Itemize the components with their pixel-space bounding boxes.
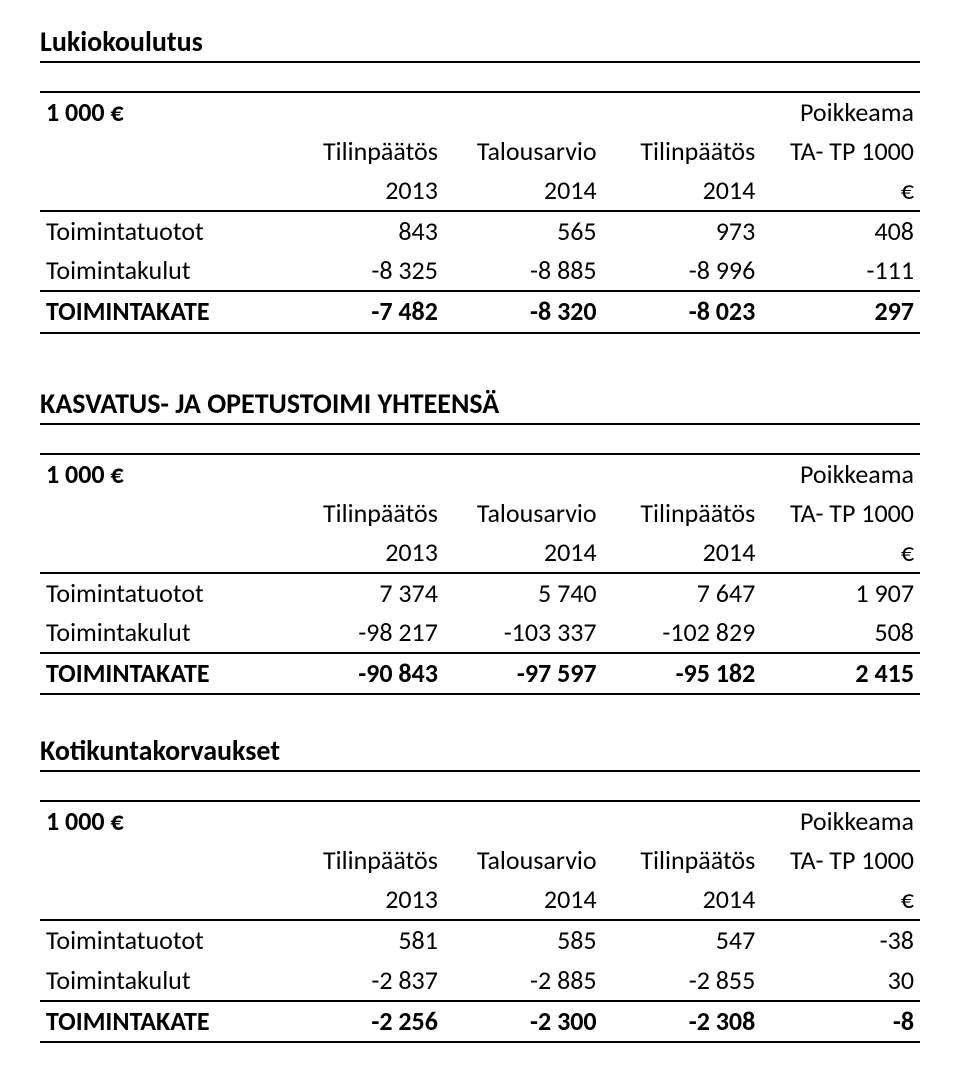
table-header-cell: 2014 [603, 533, 762, 573]
table-total-label: TOIMINTAKATE [40, 1001, 285, 1042]
table-header-cell: Tilinpäätös [603, 132, 762, 171]
table-header-cell: € [761, 533, 920, 573]
table-header-cell [285, 92, 444, 132]
table-header-cell: 1 000 € [40, 92, 285, 132]
table-cell: 5 740 [444, 573, 603, 613]
table-header-cell [603, 92, 762, 132]
table-header-cell [40, 132, 285, 171]
section-title: Lukiokoulutus [40, 24, 920, 63]
table-row-label: Toimintakulut [40, 961, 285, 1001]
table-total-cell: 297 [761, 291, 920, 332]
table-header-cell: 2013 [285, 171, 444, 211]
table-header-cell: Tilinpäätös [603, 841, 762, 880]
table-header-cell: Poikkeama [761, 454, 920, 494]
table-header-cell: € [761, 171, 920, 211]
table-header-cell: TA- TP 1000 [761, 841, 920, 880]
section-title: Kotikuntakorvaukset [40, 733, 920, 772]
table-total-cell: 2 415 [761, 653, 920, 694]
table-header-cell: 2013 [285, 880, 444, 920]
table-header-cell [40, 171, 285, 211]
table-header-cell: Tilinpäätös [285, 494, 444, 533]
table-cell: 547 [603, 920, 762, 960]
table-header-cell [40, 494, 285, 533]
table-total-cell: -8 320 [444, 291, 603, 332]
table-row-label: Toimintakulut [40, 613, 285, 653]
table-total-cell: -2 308 [603, 1001, 762, 1042]
table-cell: -103 337 [444, 613, 603, 653]
table-header-cell: 1 000 € [40, 801, 285, 841]
table-header-cell [285, 454, 444, 494]
table-row-label: Toimintakulut [40, 251, 285, 291]
table-header-cell: Poikkeama [761, 92, 920, 132]
section-title: KASVATUS- JA OPETUSTOIMI YHTEENSÄ [40, 386, 920, 425]
table-header-cell [444, 92, 603, 132]
table-cell: 408 [761, 211, 920, 251]
table-cell: -2 837 [285, 961, 444, 1001]
table-total-cell: -97 597 [444, 653, 603, 694]
table-cell: 7 374 [285, 573, 444, 613]
table-cell: 7 647 [603, 573, 762, 613]
table-header-cell: 2014 [444, 533, 603, 573]
financial-table: 1 000 €PoikkeamaTilinpäätösTalousarvioTi… [40, 91, 920, 334]
table-header-cell [40, 533, 285, 573]
table-header-cell: TA- TP 1000 [761, 494, 920, 533]
table-cell: -111 [761, 251, 920, 291]
table-total-cell: -2 256 [285, 1001, 444, 1042]
table-header-cell: 2013 [285, 533, 444, 573]
table-row-label: Toimintatuotot [40, 573, 285, 613]
table-total-cell: -7 482 [285, 291, 444, 332]
table-cell: 508 [761, 613, 920, 653]
table-cell: 843 [285, 211, 444, 251]
table-total-cell: -8 023 [603, 291, 762, 332]
table-cell: -8 996 [603, 251, 762, 291]
document-root: Lukiokoulutus1 000 €PoikkeamaTilinpäätös… [40, 24, 920, 1043]
table-header-cell: Talousarvio [444, 841, 603, 880]
table-total-cell: -95 182 [603, 653, 762, 694]
table-header-cell [444, 801, 603, 841]
table-header-cell [40, 880, 285, 920]
table-cell: -2 855 [603, 961, 762, 1001]
table-header-cell: TA- TP 1000 [761, 132, 920, 171]
table-total-cell: -8 [761, 1001, 920, 1042]
table-cell: -2 885 [444, 961, 603, 1001]
table-cell: 585 [444, 920, 603, 960]
table-row-label: Toimintatuotot [40, 211, 285, 251]
table-cell: -102 829 [603, 613, 762, 653]
table-header-cell: Talousarvio [444, 132, 603, 171]
table-header-cell: Poikkeama [761, 801, 920, 841]
table-header-cell: 1 000 € [40, 454, 285, 494]
table-total-cell: -90 843 [285, 653, 444, 694]
table-header-cell: € [761, 880, 920, 920]
table-header-cell: Tilinpäätös [603, 494, 762, 533]
table-cell: -38 [761, 920, 920, 960]
table-row-label: Toimintatuotot [40, 920, 285, 960]
table-total-label: TOIMINTAKATE [40, 653, 285, 694]
table-cell: -8 885 [444, 251, 603, 291]
table-header-cell: 2014 [603, 171, 762, 211]
table-total-label: TOIMINTAKATE [40, 291, 285, 332]
table-header-cell: 2014 [444, 171, 603, 211]
table-total-cell: -2 300 [444, 1001, 603, 1042]
table-cell: -8 325 [285, 251, 444, 291]
table-header-cell [285, 801, 444, 841]
table-header-cell [444, 454, 603, 494]
financial-table: 1 000 €PoikkeamaTilinpäätösTalousarvioTi… [40, 800, 920, 1043]
financial-table: 1 000 €PoikkeamaTilinpäätösTalousarvioTi… [40, 453, 920, 696]
table-cell: 565 [444, 211, 603, 251]
table-cell: 581 [285, 920, 444, 960]
table-header-cell: Talousarvio [444, 494, 603, 533]
table-header-cell: Tilinpäätös [285, 841, 444, 880]
table-header-cell: Tilinpäätös [285, 132, 444, 171]
table-header-cell [603, 454, 762, 494]
table-header-cell: 2014 [444, 880, 603, 920]
table-header-cell: 2014 [603, 880, 762, 920]
table-cell: -98 217 [285, 613, 444, 653]
table-cell: 1 907 [761, 573, 920, 613]
table-header-cell [40, 841, 285, 880]
table-cell: 973 [603, 211, 762, 251]
table-header-cell [603, 801, 762, 841]
table-cell: 30 [761, 961, 920, 1001]
